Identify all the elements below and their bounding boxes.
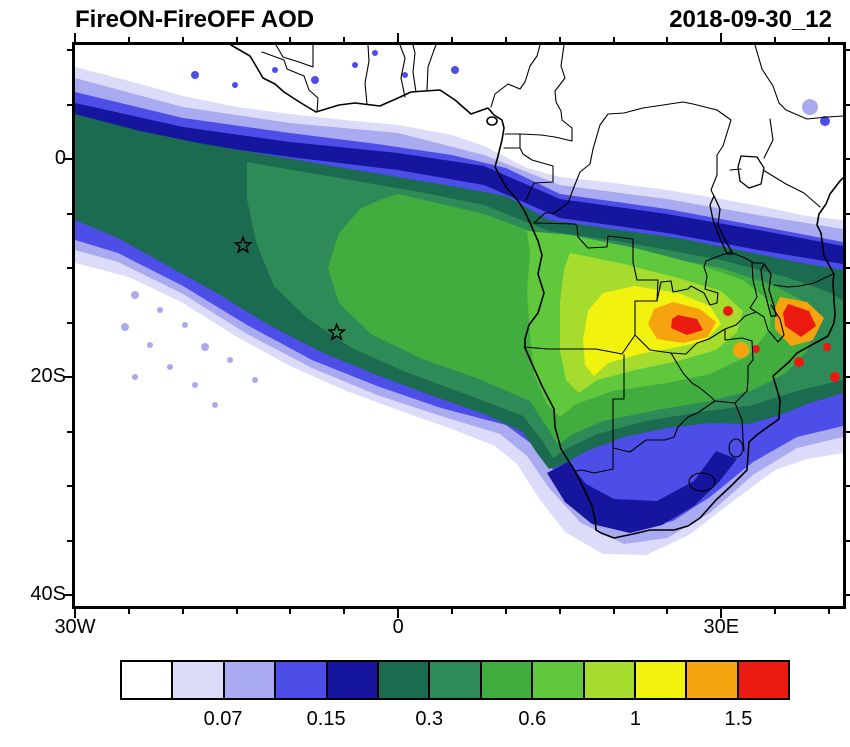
axis-tick bbox=[558, 609, 561, 614]
bioko-island-outline bbox=[486, 116, 498, 126]
axis-tick bbox=[720, 33, 723, 42]
axis-tick bbox=[127, 37, 130, 42]
axis-tick bbox=[846, 321, 850, 324]
axis-tick bbox=[846, 485, 850, 488]
axis-tick bbox=[181, 609, 184, 614]
plot-title: FireON-FireOFF AOD bbox=[75, 6, 315, 33]
axis-tick bbox=[235, 609, 238, 614]
colorbar-cell-7 bbox=[430, 662, 482, 698]
colorbar-cell-9 bbox=[533, 662, 585, 698]
colorbar-cell-4 bbox=[276, 662, 328, 698]
colorbar-cell-13 bbox=[738, 662, 789, 698]
axis-tick bbox=[127, 609, 130, 614]
colorbar-cell-6 bbox=[378, 662, 431, 698]
star-marker-st-helena bbox=[327, 322, 347, 341]
axis-tick bbox=[67, 321, 72, 324]
lake-victoria bbox=[737, 155, 765, 189]
axis-tick bbox=[846, 430, 850, 433]
colorbar-label: 1.5 bbox=[724, 708, 753, 730]
axis-tick bbox=[846, 212, 850, 215]
colorbar-cell-2 bbox=[173, 662, 225, 698]
colorbar-label: 1 bbox=[629, 708, 641, 730]
axis-tick bbox=[67, 485, 72, 488]
coastline bbox=[230, 45, 843, 539]
axis-tick bbox=[181, 37, 184, 42]
eswatini-border bbox=[728, 438, 744, 458]
axis-tick bbox=[846, 103, 850, 106]
axis-tick bbox=[74, 33, 76, 42]
axis-tick bbox=[450, 609, 453, 614]
axis-tick bbox=[67, 539, 72, 542]
axis-tick bbox=[720, 609, 723, 618]
axis-tick bbox=[397, 33, 400, 42]
axis-tick bbox=[63, 158, 72, 161]
axis-tick bbox=[343, 37, 346, 42]
colorbar-label: 0.3 bbox=[415, 708, 444, 730]
y-axis-label: 0 bbox=[54, 147, 66, 170]
colorbar-cell-8 bbox=[481, 662, 534, 698]
colorbar-label: 0.6 bbox=[518, 708, 547, 730]
axis-tick bbox=[343, 609, 346, 614]
axis-tick bbox=[774, 609, 777, 614]
axis-tick bbox=[504, 609, 507, 614]
axis-tick bbox=[63, 594, 72, 597]
axis-tick bbox=[846, 49, 850, 52]
aod-map-canvas bbox=[75, 45, 843, 555]
axis-tick bbox=[63, 376, 72, 379]
axis-tick bbox=[504, 37, 507, 42]
axis-tick bbox=[450, 37, 453, 42]
x-axis-label: 30E bbox=[703, 616, 740, 638]
colorbar-label: 0.15 bbox=[306, 708, 346, 730]
map-frame bbox=[72, 42, 846, 609]
colorbar-cell-12 bbox=[687, 662, 739, 698]
aod-speckles bbox=[121, 50, 830, 408]
lesotho-border bbox=[688, 472, 716, 492]
colorbar-label: 0.07 bbox=[203, 708, 243, 730]
axis-tick bbox=[67, 430, 72, 433]
star-marker-ascension bbox=[233, 235, 253, 254]
axis-tick bbox=[67, 267, 72, 270]
axis-tick bbox=[612, 37, 615, 42]
axis-tick bbox=[846, 267, 850, 270]
axis-tick bbox=[827, 609, 830, 614]
axis-tick bbox=[846, 158, 850, 161]
axis-tick bbox=[67, 212, 72, 215]
aod-fill-layers bbox=[75, 67, 843, 555]
axis-tick bbox=[846, 539, 850, 542]
y-axis-label: 40S bbox=[30, 583, 66, 606]
axis-tick bbox=[558, 37, 561, 42]
axis-tick bbox=[846, 594, 850, 597]
colorbar-cell-11 bbox=[635, 662, 688, 698]
lake-tanganyika bbox=[709, 195, 734, 255]
plot-date: 2018-09-30_12 bbox=[669, 6, 832, 33]
lake-malawi bbox=[760, 263, 777, 317]
axis-tick bbox=[289, 37, 292, 42]
axis-tick bbox=[67, 49, 72, 52]
colorbar-cell-5 bbox=[327, 662, 379, 698]
axis-tick bbox=[612, 609, 615, 614]
axis-tick bbox=[774, 37, 777, 42]
colorbar-cell-3 bbox=[224, 662, 277, 698]
axis-tick bbox=[666, 609, 669, 614]
axis-tick bbox=[397, 609, 400, 618]
country-borders bbox=[261, 45, 843, 492]
station-markers bbox=[233, 235, 347, 341]
colorbar-cell-1 bbox=[122, 662, 174, 698]
x-axis-label: 0 bbox=[392, 616, 404, 638]
axis-tick bbox=[67, 103, 72, 106]
axis-tick bbox=[74, 609, 76, 618]
axis-tick bbox=[235, 37, 238, 42]
axis-tick bbox=[666, 37, 669, 42]
x-axis-label: 30W bbox=[54, 616, 96, 638]
colorbar bbox=[120, 660, 790, 700]
colorbar-cell-10 bbox=[584, 662, 636, 698]
axis-tick bbox=[289, 609, 292, 614]
y-axis-label: 20S bbox=[30, 365, 66, 388]
axis-tick bbox=[846, 376, 850, 379]
axis-tick bbox=[827, 37, 830, 42]
